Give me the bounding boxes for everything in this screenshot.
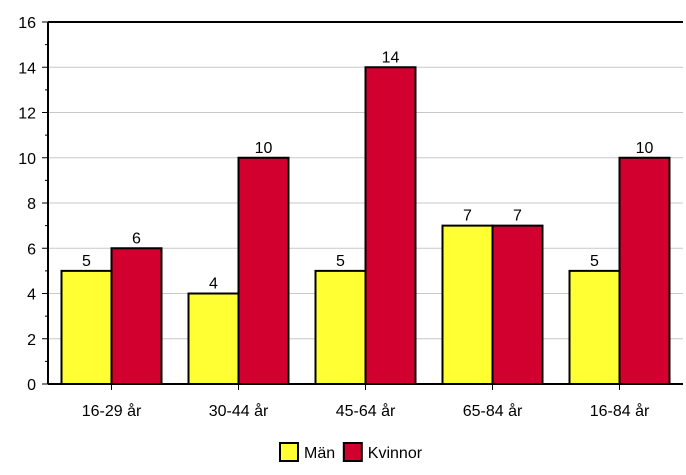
bar [110, 247, 163, 385]
y-tick-label: 10 [18, 151, 36, 168]
bar [491, 224, 544, 385]
data-label: 7 [463, 208, 472, 225]
y-tick-label: 6 [27, 241, 36, 258]
legend-swatch [342, 442, 363, 462]
data-label: 5 [82, 253, 91, 270]
x-tick-label: 45-64 år [336, 402, 396, 420]
data-label: 10 [255, 140, 273, 157]
y-tick-label: 8 [27, 196, 36, 213]
bar [237, 156, 290, 385]
x-tick-label: 65-84 år [463, 402, 523, 420]
legend-label: Kvinnor [368, 445, 423, 462]
x-tick-label: 30-44 år [209, 402, 269, 420]
y-tick-label: 2 [27, 332, 36, 349]
data-label: 4 [209, 276, 218, 293]
bar [187, 292, 240, 385]
data-label: 7 [513, 208, 522, 225]
bar [314, 269, 367, 385]
x-tick-label: 16-84 år [590, 402, 650, 420]
data-label: 10 [636, 140, 654, 157]
legend-label: Män [304, 445, 335, 462]
bar [364, 66, 417, 385]
bar [568, 269, 621, 385]
legend-swatch [279, 442, 299, 462]
y-tick-label: 0 [27, 377, 36, 394]
y-tick-label: 16 [18, 15, 36, 32]
bar [441, 224, 494, 385]
data-label: 6 [132, 230, 141, 247]
y-tick-label: 4 [27, 287, 36, 304]
data-label: 5 [590, 253, 599, 270]
data-label: 14 [382, 49, 400, 66]
y-tick-label: 12 [18, 106, 36, 123]
data-label: 5 [336, 253, 345, 270]
x-tick-label: 16-29 år [82, 402, 142, 420]
bar [618, 156, 671, 385]
bar [60, 269, 113, 385]
y-tick-label: 14 [18, 60, 36, 77]
